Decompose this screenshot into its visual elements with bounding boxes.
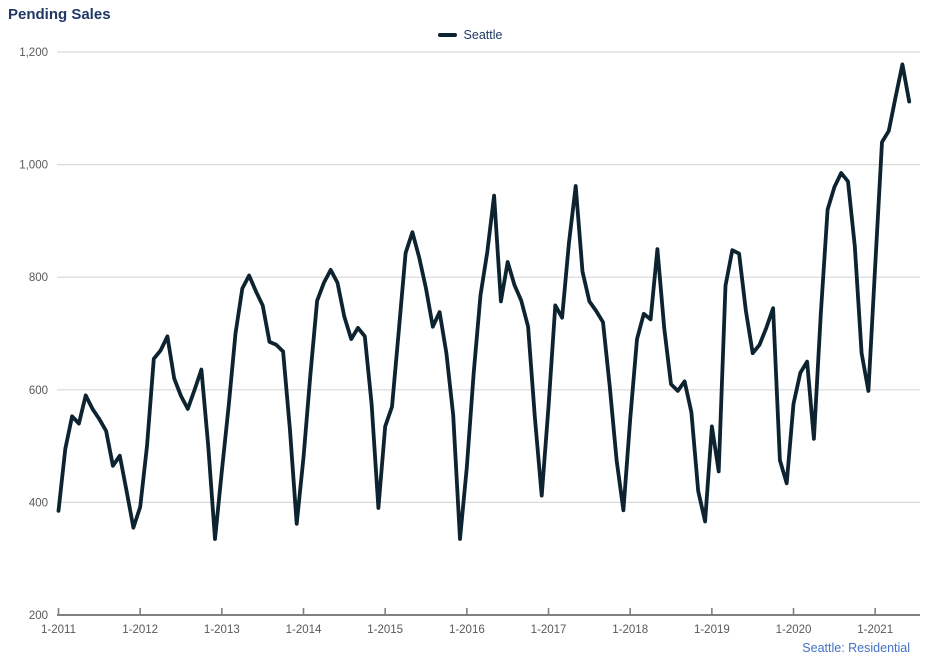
x-axis-label-1-2015: 1-2015 [367,624,403,636]
y-axis-label-1000: 1,000 [19,160,48,172]
x-axis-label-1-2016: 1-2016 [449,624,485,636]
x-axis-label-1-2020: 1-2020 [776,624,812,636]
x-axis-label-1-2019: 1-2019 [694,624,730,636]
y-axis-label-600: 600 [29,385,48,397]
y-axis-label-800: 800 [29,272,48,284]
source-note: Seattle: Residential [802,641,910,655]
x-axis-label-1-2013: 1-2013 [204,624,240,636]
seattle-series-polyline [56,62,912,541]
x-axis-label-1-2011: 1-2011 [41,624,76,636]
x-axis-label-1-2017: 1-2017 [531,624,567,636]
y-axis-label-200: 200 [29,610,48,622]
x-axis-label-1-2018: 1-2018 [612,624,648,636]
page-title: Pending Sales [8,6,111,23]
y-axis-label-1200: 1,200 [19,47,48,59]
x-axis-label-1-2021: 1-2021 [857,624,893,636]
x-axis-label-1-2014: 1-2014 [286,624,322,636]
y-axis-label-400: 400 [29,497,48,509]
x-axis-label-1-2012: 1-2012 [122,624,158,636]
